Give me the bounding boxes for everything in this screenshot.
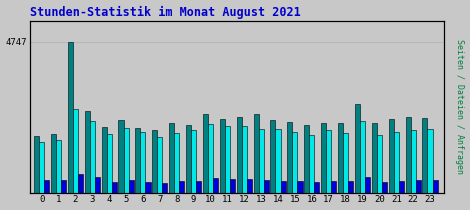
- Bar: [196, 181, 201, 193]
- Bar: [39, 142, 44, 193]
- Bar: [112, 182, 117, 193]
- Bar: [213, 178, 218, 193]
- Bar: [124, 127, 129, 193]
- Bar: [242, 126, 247, 193]
- Bar: [331, 181, 336, 193]
- Bar: [382, 182, 387, 193]
- Bar: [141, 132, 146, 193]
- Y-axis label: Seiten / Dateien / Anfragen: Seiten / Dateien / Anfragen: [455, 39, 464, 175]
- Bar: [78, 174, 83, 193]
- Bar: [208, 124, 213, 193]
- Bar: [427, 129, 432, 193]
- Bar: [203, 114, 208, 193]
- Bar: [365, 177, 370, 193]
- Bar: [129, 180, 133, 193]
- Bar: [343, 133, 348, 193]
- Bar: [298, 181, 303, 193]
- Bar: [314, 182, 320, 193]
- Bar: [304, 125, 309, 193]
- Bar: [90, 121, 95, 193]
- Bar: [355, 104, 360, 193]
- Bar: [411, 130, 415, 193]
- Bar: [321, 123, 326, 193]
- Bar: [309, 135, 314, 193]
- Bar: [258, 129, 264, 193]
- Text: Stunden-Statistik im Monat August 2021: Stunden-Statistik im Monat August 2021: [30, 5, 301, 19]
- Bar: [275, 129, 281, 193]
- Bar: [225, 126, 230, 193]
- Bar: [44, 180, 49, 193]
- Bar: [360, 121, 365, 193]
- Bar: [169, 123, 174, 193]
- Bar: [338, 123, 343, 193]
- Bar: [348, 181, 353, 193]
- Bar: [107, 134, 112, 193]
- Bar: [432, 180, 438, 193]
- Bar: [157, 137, 162, 193]
- Bar: [186, 125, 191, 193]
- Bar: [423, 118, 427, 193]
- Bar: [292, 132, 298, 193]
- Bar: [253, 114, 258, 193]
- Bar: [152, 130, 157, 193]
- Bar: [56, 140, 61, 193]
- Bar: [51, 134, 56, 193]
- Bar: [281, 181, 286, 193]
- Bar: [102, 127, 107, 193]
- Bar: [264, 180, 269, 193]
- Bar: [162, 183, 167, 193]
- Bar: [61, 180, 66, 193]
- Bar: [85, 111, 90, 193]
- Bar: [146, 182, 150, 193]
- Bar: [230, 179, 235, 193]
- Bar: [34, 135, 39, 193]
- Bar: [191, 130, 196, 193]
- Bar: [118, 120, 124, 193]
- Bar: [326, 130, 331, 193]
- Bar: [220, 119, 225, 193]
- Bar: [372, 123, 377, 193]
- Bar: [174, 133, 179, 193]
- Bar: [389, 119, 394, 193]
- Bar: [287, 122, 292, 193]
- Bar: [415, 180, 421, 193]
- Bar: [95, 177, 100, 193]
- Bar: [73, 109, 78, 193]
- Bar: [406, 117, 411, 193]
- Bar: [394, 132, 399, 193]
- Bar: [270, 120, 275, 193]
- Bar: [135, 127, 141, 193]
- Bar: [68, 42, 73, 193]
- Bar: [237, 117, 242, 193]
- Bar: [179, 181, 184, 193]
- Bar: [399, 181, 404, 193]
- Bar: [247, 179, 252, 193]
- Bar: [377, 135, 382, 193]
